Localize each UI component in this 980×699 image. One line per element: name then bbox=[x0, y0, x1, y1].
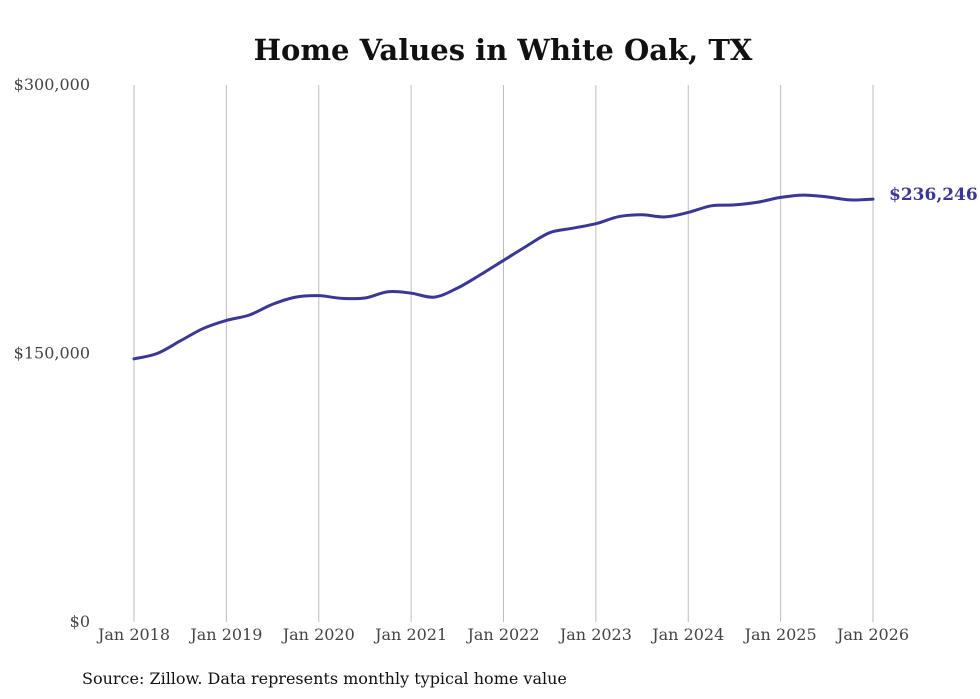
x-tick-label: Jan 2019 bbox=[188, 625, 262, 644]
x-tick-label: Jan 2023 bbox=[558, 625, 632, 644]
y-tick-label: $300,000 bbox=[14, 75, 90, 94]
x-tick-label: Jan 2020 bbox=[281, 625, 355, 644]
gridlines bbox=[133, 85, 874, 622]
series-layer: $236,246 bbox=[132, 185, 978, 361]
series-line bbox=[132, 193, 875, 361]
chart-title: Home Values in White Oak, TX bbox=[254, 33, 753, 67]
y-axis-ticks: $0 $150,000 $300,000 bbox=[14, 75, 90, 631]
x-axis-ticks: Jan 2018 Jan 2019 Jan 2020 Jan 2021 Jan 2022… bbox=[96, 625, 909, 644]
x-tick-label: Jan 2018 bbox=[96, 625, 170, 644]
x-tick-label: Jan 2026 bbox=[835, 625, 909, 644]
x-tick-label: Jan 2024 bbox=[650, 625, 724, 644]
x-tick-label: Jan 2021 bbox=[373, 625, 447, 644]
source-note: Source: Zillow. Data represents monthly … bbox=[82, 669, 567, 688]
x-tick-label: Jan 2025 bbox=[743, 625, 817, 644]
end-value-label: $236,246 bbox=[889, 185, 978, 205]
y-tick-label: $0 bbox=[70, 612, 90, 631]
y-tick-label: $150,000 bbox=[14, 344, 90, 363]
x-tick-label: Jan 2022 bbox=[465, 625, 539, 644]
